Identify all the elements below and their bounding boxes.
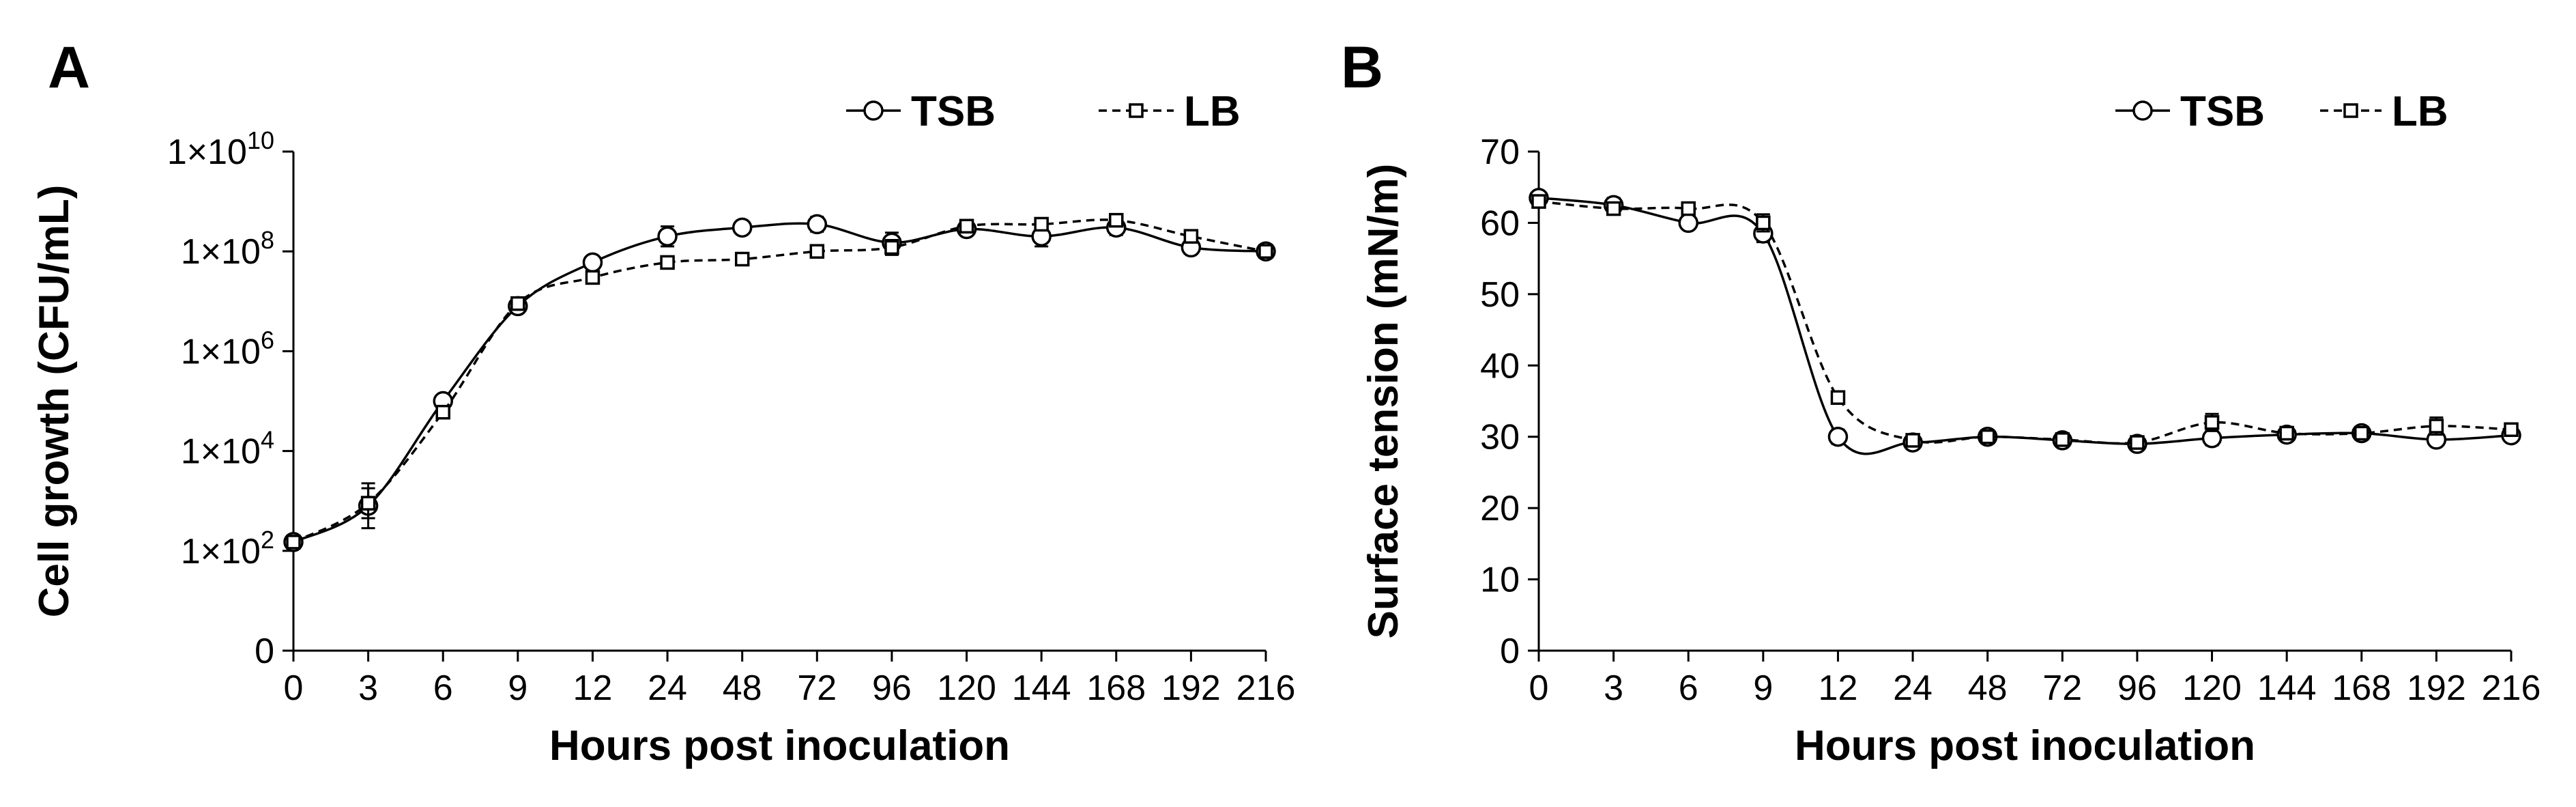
legend-marker-lb [2343, 103, 2358, 118]
x-tick-label: 24 [648, 668, 687, 708]
data-point-tsb [732, 217, 753, 238]
x-tick-label: 216 [2482, 668, 2541, 708]
x-tick-label: 48 [723, 668, 762, 708]
x-tick-label: 3 [358, 668, 378, 708]
x-tick-label: 12 [1819, 668, 1858, 708]
x-tick-label: 144 [1012, 668, 1071, 708]
y-tick-label: 1×104 [181, 426, 274, 472]
data-point-lb [1756, 215, 1771, 231]
data-point-tsb [1827, 426, 1849, 447]
y-tick-label: 70 [1480, 132, 1520, 172]
panel-a: A 0 1×102 1×104 1×106 1×108 1×1010 0 3 6 9 12 24 48 72… [31, 35, 1295, 769]
data-point-lb [1905, 433, 1920, 448]
data-point-lb [1109, 212, 1124, 228]
legend-label-tsb: TSB [2180, 88, 2265, 135]
panel-letter: B [1341, 35, 1383, 100]
series-line-lb [1538, 200, 2512, 445]
data-point-lb [884, 240, 899, 255]
x-tick-label: 216 [1236, 668, 1296, 708]
data-point-lb [1980, 429, 1995, 444]
data-point-lb [1531, 194, 1546, 209]
y-tick-label: 60 [1480, 203, 1520, 243]
x-tick-label: 12 [573, 668, 613, 708]
legend-label-lb: LB [1184, 88, 1241, 135]
x-tick-label: 72 [2042, 668, 2082, 708]
data-point-lb [2055, 432, 2070, 447]
x-tick-label: 48 [1968, 668, 2008, 708]
x-tick-label: 0 [284, 668, 304, 708]
y-tick-label: 1×108 [181, 226, 274, 272]
data-point-lb [1681, 201, 1696, 216]
data-point-lb [1606, 201, 1621, 216]
data-point-lb [809, 244, 825, 259]
panel-b: B 0 10 20 30 40 50 60 70 0 3 6 9 12 24 48 72 96 120 144 168 1… [1341, 35, 2541, 769]
x-tick-label: 9 [1753, 668, 1773, 708]
data-point-lb [585, 270, 600, 285]
x-tick-label: 144 [2257, 668, 2317, 708]
y-tick-label: 20 [1480, 489, 1520, 528]
data-point-tsb [1678, 212, 1698, 233]
data-point-lb [1183, 229, 1199, 244]
legend-marker-lb [1129, 103, 1144, 118]
data-point-lb [660, 255, 675, 270]
x-tick-label: 72 [797, 668, 837, 708]
y-tick-label: 1×102 [181, 526, 274, 571]
legend-marker-tsb [863, 100, 884, 121]
y-tick-label: 30 [1480, 418, 1520, 457]
x-tick-label: 168 [1086, 668, 1146, 708]
data-point-lb [435, 404, 450, 420]
x-tick-label: 24 [1893, 668, 1933, 708]
data-point-lb [959, 218, 974, 234]
data-point-lb [510, 296, 525, 311]
data-point-tsb [582, 252, 603, 273]
x-tick-label: 0 [1529, 668, 1549, 708]
data-point-lb [734, 251, 750, 267]
x-tick-label: 6 [1679, 668, 1698, 708]
data-point-lb [2279, 425, 2294, 441]
data-point-lb [2354, 425, 2369, 441]
data-point-tsb [807, 214, 828, 235]
x-tick-label: 120 [937, 668, 996, 708]
y-tick-label: 0 [1500, 632, 1520, 671]
x-tick-label: 9 [508, 668, 527, 708]
x-tick-label: 192 [1161, 668, 1221, 708]
data-point-lb [286, 535, 301, 550]
series-line-lb [293, 218, 1267, 543]
data-point-tsb [657, 226, 678, 246]
x-tick-label: 96 [2117, 668, 2157, 708]
y-tick-label: 40 [1480, 346, 1520, 386]
x-tick-label: 96 [872, 668, 912, 708]
y-tick-label: 50 [1480, 275, 1520, 315]
x-tick-label: 120 [2182, 668, 2242, 708]
data-point-lb [2130, 435, 2145, 450]
series-line-tsb [293, 222, 1267, 543]
x-tick-label: 168 [2332, 668, 2391, 708]
x-axis-title: Hours post inoculation [549, 722, 1010, 769]
y-tick-label: 0 [255, 632, 274, 671]
data-point-lb [1830, 390, 1846, 406]
y-tick-label: 1×1010 [167, 126, 274, 172]
data-point-lb [1258, 244, 1273, 259]
data-point-lb [1034, 216, 1049, 232]
x-tick-label: 192 [2407, 668, 2466, 708]
y-tick-label: 10 [1480, 561, 1520, 600]
data-point-lb [360, 496, 376, 511]
data-point-lb [2204, 415, 2220, 430]
y-axis-title: Cell growth (CFU/mL) [31, 185, 78, 618]
series-line-tsb [1538, 197, 2512, 455]
legend-label-tsb: TSB [911, 88, 996, 135]
y-axis-title: Surface tension (mN/m) [1360, 164, 1407, 639]
x-axis-title: Hours post inoculation [1795, 722, 2255, 769]
x-tick-label: 3 [1604, 668, 1623, 708]
panel-letter: A [48, 35, 90, 100]
legend-marker-tsb [2132, 100, 2153, 121]
legend-label-lb: LB [2392, 88, 2448, 135]
x-tick-label: 6 [433, 668, 453, 708]
data-point-lb [2504, 422, 2519, 438]
data-point-lb [2429, 419, 2444, 434]
y-tick-label: 1×106 [181, 326, 274, 371]
